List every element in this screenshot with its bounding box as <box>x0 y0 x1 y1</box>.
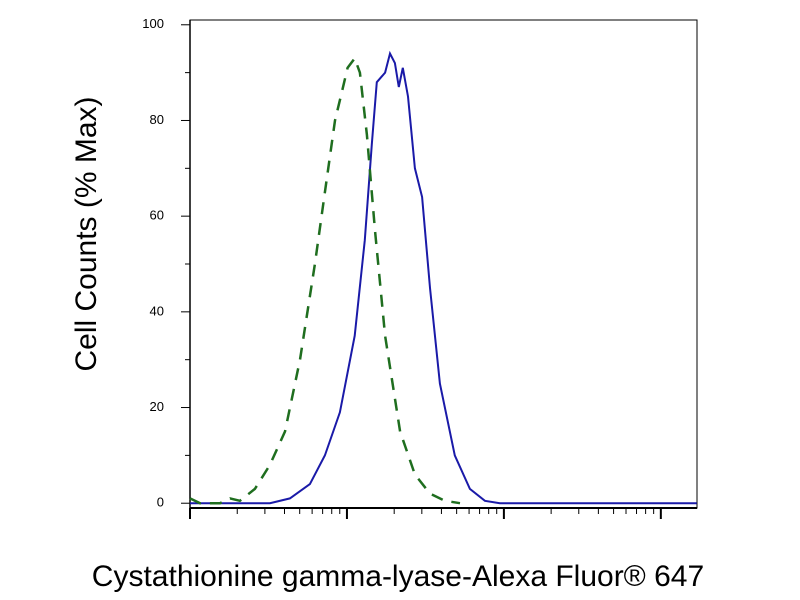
x-axis-label: Cystathionine gamma-lyase-Alexa Fluor® 6… <box>92 560 704 593</box>
plot-frame <box>189 19 698 509</box>
y-tick-label: 60 <box>150 208 164 223</box>
y-tick-label: 40 <box>150 303 164 318</box>
histogram-line <box>190 50 697 505</box>
y-tick-label: 100 <box>142 16 164 31</box>
histogram-line <box>189 55 461 505</box>
y-tick-label: 20 <box>150 399 164 414</box>
y-axis-label: Cell Counts (% Max) <box>70 96 103 371</box>
y-tick-label: 80 <box>150 112 164 127</box>
y-tick-label: 0 <box>157 495 164 510</box>
